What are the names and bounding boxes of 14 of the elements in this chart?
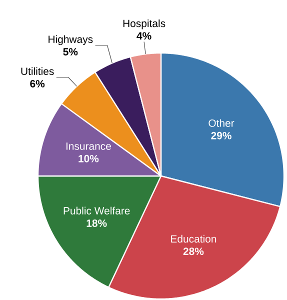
data-label: 4% <box>136 32 152 40</box>
slice-label: Other <box>208 119 234 127</box>
slice-label: Highways <box>48 35 93 46</box>
data-label: 6% <box>30 80 45 88</box>
data-label: 5% <box>63 48 78 56</box>
data-label: 18% <box>86 220 107 227</box>
data-label: 10% <box>78 154 99 162</box>
slice-label: Education <box>171 234 216 243</box>
slice-label: Public Welfare <box>64 206 130 214</box>
slice-label: Insurance <box>66 142 111 150</box>
data-label: 28% <box>183 248 204 256</box>
data-label: 29% <box>211 132 232 140</box>
slice-label: Utilities <box>21 67 54 75</box>
slice-label: Hospitals <box>123 19 166 30</box>
